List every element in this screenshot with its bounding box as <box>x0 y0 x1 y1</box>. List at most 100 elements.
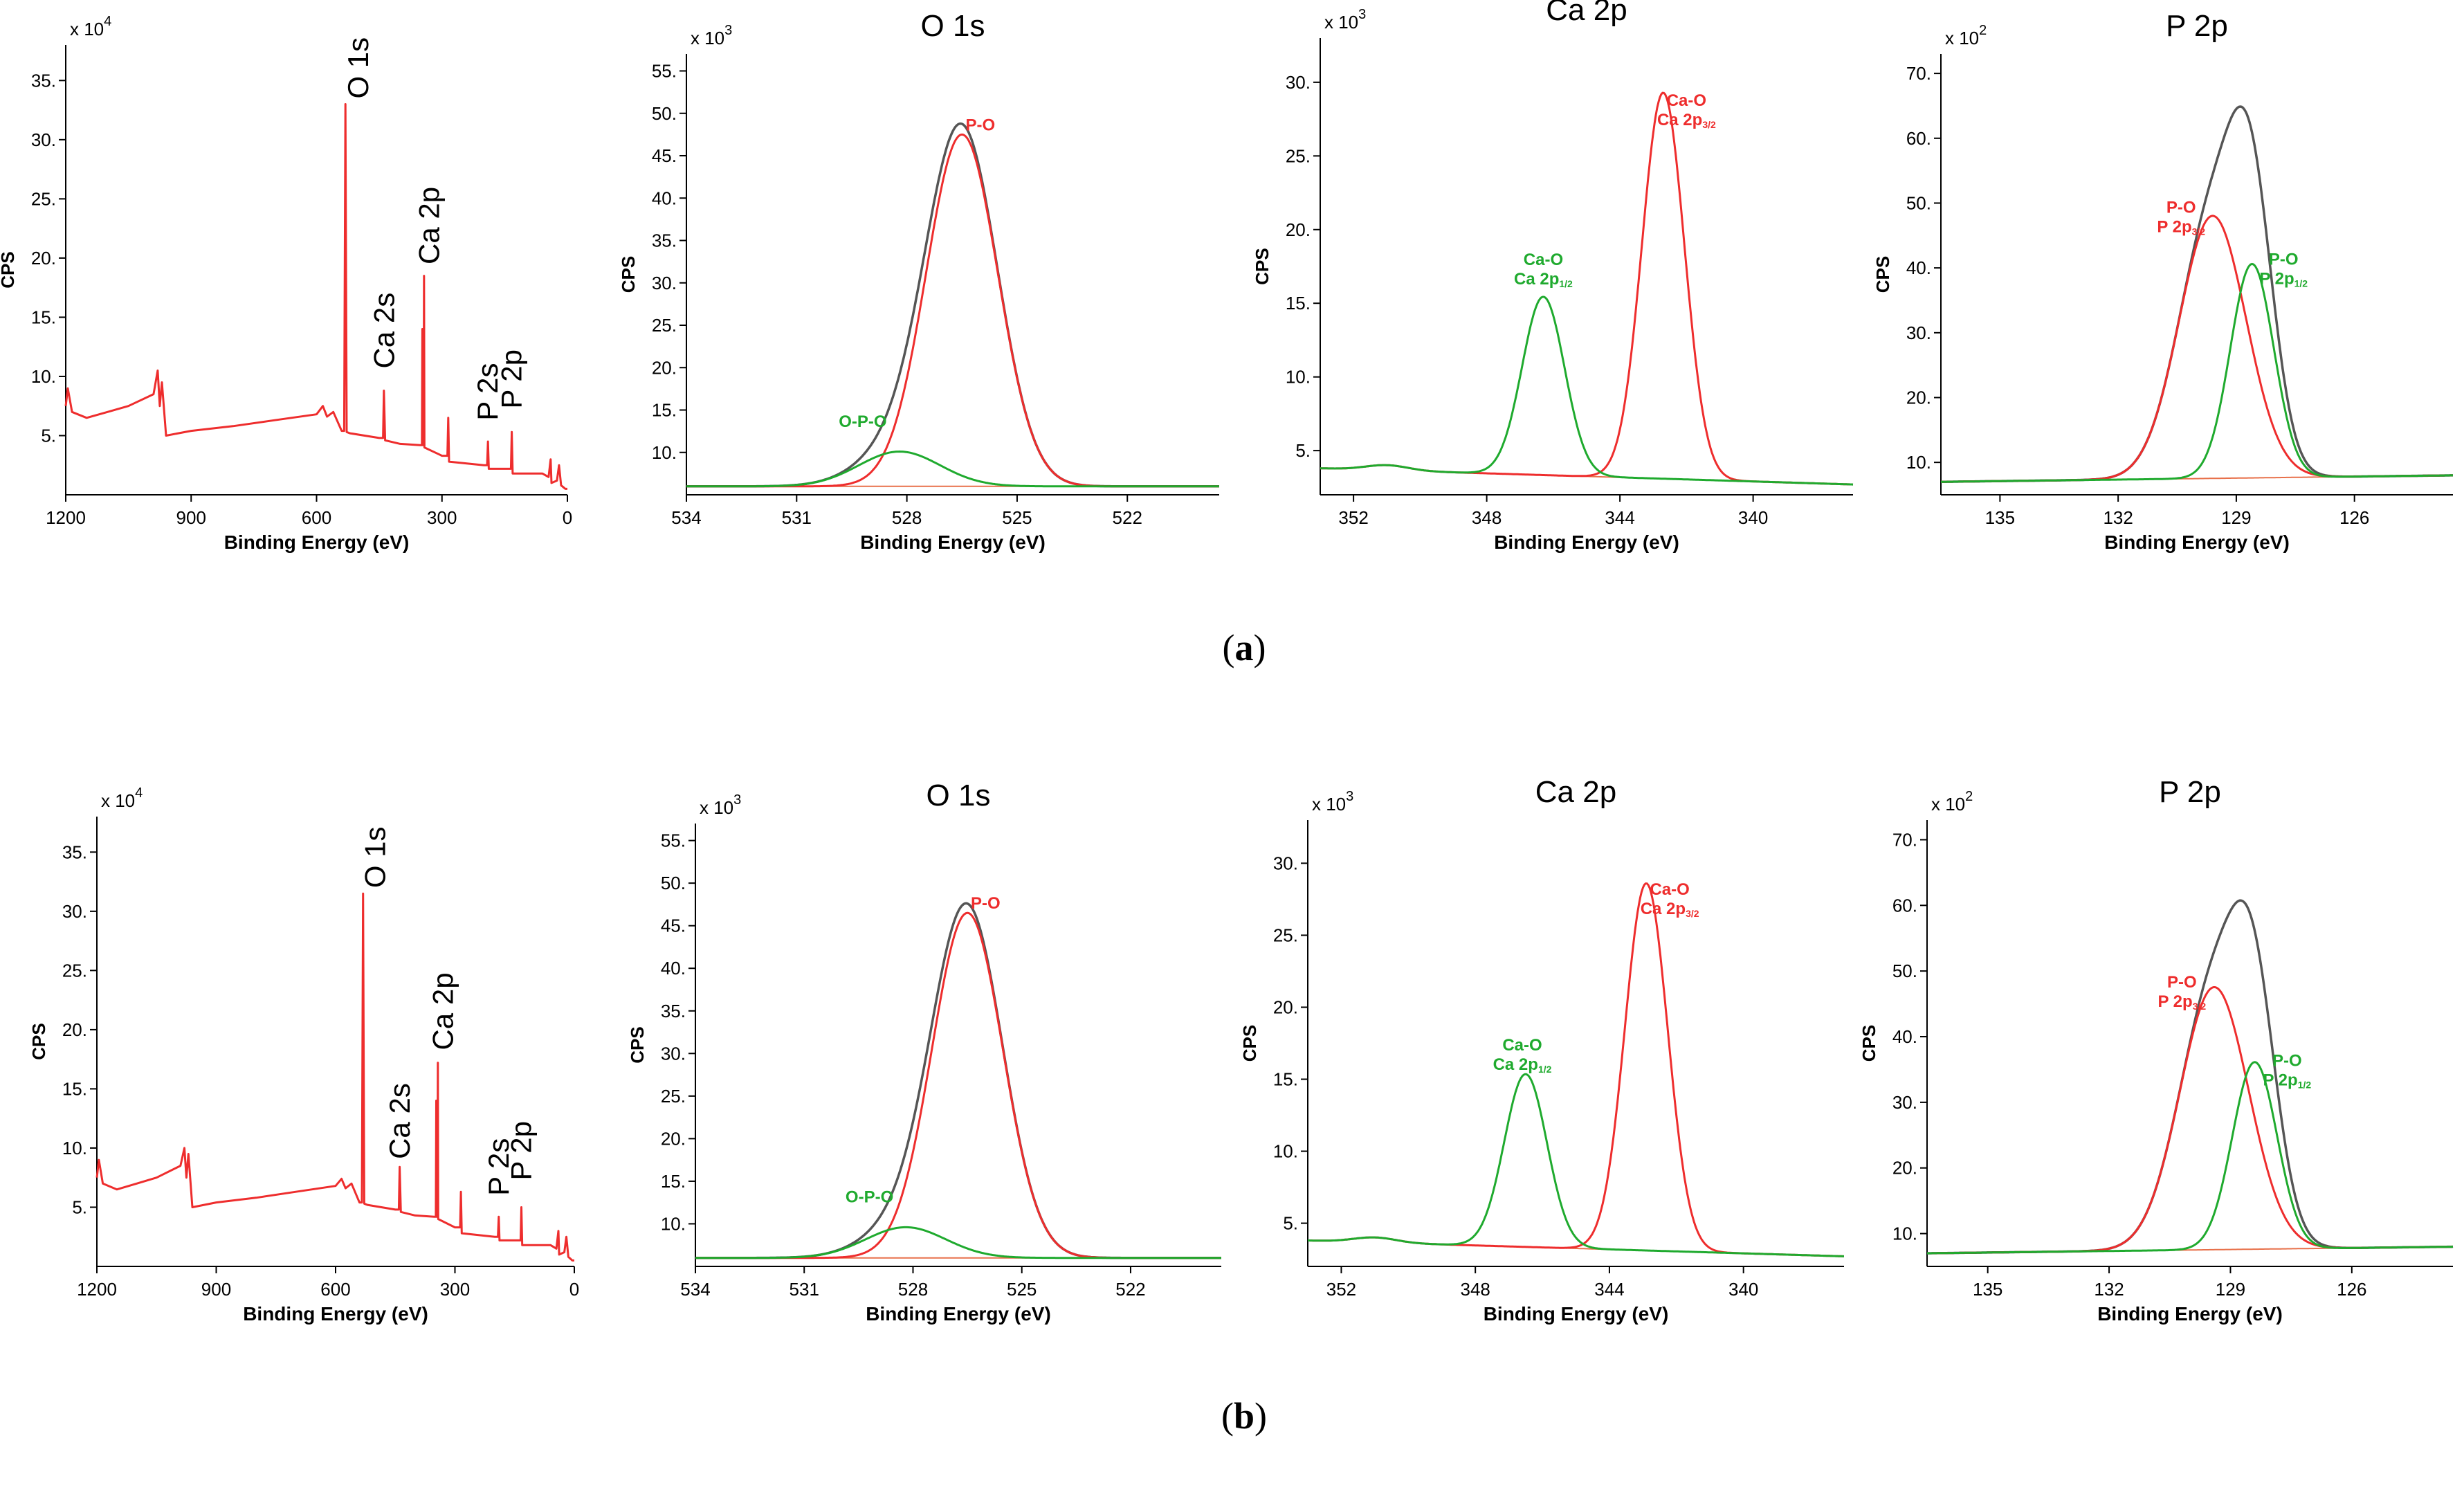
peak-sublabel: P 2p3/2 <box>2157 218 2205 237</box>
peak-label: P-O <box>2269 250 2299 269</box>
envelope-line <box>1940 105 2453 484</box>
peak-sublabel: P 2p1/2 <box>2259 269 2308 289</box>
y-tick-label: 25. <box>1286 145 1311 166</box>
x-tick-label: 528 <box>898 1279 928 1300</box>
x-tick-label: 132 <box>2103 507 2133 528</box>
y-tick-label: 5. <box>1295 440 1311 461</box>
y-tick-label: 50. <box>1892 961 1917 981</box>
chart-panel-b-2: 10. 15. 20. 25. 30. 35. 40. 45. 50. 55. 534 531 528 5… <box>627 779 1221 1325</box>
x-tick-label: 352 <box>1326 1279 1356 1300</box>
peak-label: O-P-O <box>846 1188 893 1207</box>
y-tick-label: 55. <box>661 830 686 851</box>
x-tick-label: 1200 <box>77 1279 117 1300</box>
y-tick-label: 10. <box>1892 1223 1917 1244</box>
peak-annotation: Ca 2p <box>426 972 459 1050</box>
y-tick-label: 20. <box>31 248 56 269</box>
y-tick-label: 35. <box>652 230 677 251</box>
fit-peak-line <box>1927 986 2454 1255</box>
x-tick-label: 900 <box>201 1279 231 1300</box>
y-axis-label: CPS <box>618 256 639 293</box>
peak-sublabel: Ca 2p1/2 <box>1493 1055 1552 1075</box>
y-tick-label: 35. <box>62 842 87 862</box>
peak-annotation: Ca 2s <box>367 293 400 369</box>
y-tick-label: 15. <box>1273 1069 1298 1090</box>
y-tick-label: 50. <box>652 103 677 124</box>
y-tick-label: 10. <box>1906 452 1931 473</box>
x-tick-label: 900 <box>176 507 206 528</box>
chart-panel-a-4: 10. 20. 30. 40. 50. 60. 70. 135 132 129 126 Binding… <box>1872 9 2453 553</box>
y-tick-label: 30. <box>1286 72 1311 93</box>
y-axis-label: CPS <box>627 1026 648 1063</box>
y-tick-label: 20. <box>1906 387 1931 408</box>
x-tick-label: 348 <box>1460 1279 1490 1300</box>
chart-title: Ca 2p <box>1546 0 1627 27</box>
peak-annotation: O 1s <box>342 37 374 99</box>
fit-peak-line <box>686 450 1219 488</box>
y-tick-label: 20. <box>1286 219 1311 240</box>
y-tick-label: 20. <box>652 357 677 378</box>
y-tick-label: 30. <box>1273 853 1298 873</box>
x-tick-label: 534 <box>680 1279 710 1300</box>
caption-a: (a) <box>1222 627 1266 668</box>
fit-peak-line <box>1308 1073 1844 1257</box>
y-tick-label: 45. <box>661 916 686 936</box>
chart-title: P 2p <box>2166 9 2228 43</box>
y-axis-label: CPS <box>1252 248 1272 284</box>
y-tick-label: 25. <box>62 960 87 981</box>
survey-spectrum-line <box>95 892 574 1262</box>
peak-label: P-O <box>965 116 995 134</box>
x-axis-label: Binding Energy (eV) <box>860 531 1046 553</box>
x-tick-label: 352 <box>1338 507 1368 528</box>
caption-b: (b) <box>1221 1395 1267 1437</box>
x-tick-label: 126 <box>2337 1279 2366 1300</box>
survey-spectrum-line <box>64 103 567 490</box>
peak-label: Ca-O <box>1502 1036 1542 1055</box>
y-axis-label: CPS <box>1872 256 1893 293</box>
x-tick-label: 600 <box>320 1279 350 1300</box>
y-tick-label: 70. <box>1892 829 1917 850</box>
chart-title: O 1s <box>927 779 991 812</box>
y-tick-label: 70. <box>1906 63 1931 84</box>
peak-annotation: P 2p <box>505 1121 538 1181</box>
x-tick-label: 132 <box>2094 1279 2124 1300</box>
y-tick-label: 60. <box>1892 895 1917 916</box>
peak-annotation: O 1s <box>359 826 392 888</box>
y-axis-label: CPS <box>1239 1025 1260 1062</box>
x-axis-label: Binding Energy (eV) <box>1494 531 1679 553</box>
y-tick-label: 15. <box>62 1078 87 1099</box>
envelope-line <box>695 902 1221 1259</box>
peak-label: P-O <box>2166 199 2196 217</box>
y-tick-label: 30. <box>652 273 677 293</box>
y-tick-label: 30. <box>31 129 56 150</box>
y-tick-label: 20. <box>1892 1158 1917 1179</box>
chart-title: Ca 2p <box>1535 775 1616 809</box>
y-tick-label: 30. <box>1906 322 1931 343</box>
x-tick-label: 531 <box>790 1279 819 1300</box>
chart-panel-a-3: 5. 10. 15. 20. 25. 30. 352 348 344 340 Binding Ene… <box>1252 0 1854 553</box>
x-tick-label: 340 <box>1728 1279 1758 1300</box>
y-tick-label: 15. <box>661 1171 686 1192</box>
peak-label: P-O <box>2272 1052 2302 1071</box>
chart-panel-b-1: 5. 10. 15. 20. 25. 30. 35. 1200 900 600 300 0 Bindin… <box>28 785 579 1325</box>
fit-peak-line <box>1940 262 2453 483</box>
fit-peak-line <box>686 133 1219 488</box>
axis-exponent: x 104 <box>101 785 143 811</box>
x-tick-label: 300 <box>440 1279 470 1300</box>
fit-peak-line <box>1308 882 1844 1257</box>
x-tick-label: 129 <box>2216 1279 2245 1300</box>
peak-annotation: P 2s <box>482 1138 515 1196</box>
y-tick-label: 10. <box>31 366 56 387</box>
x-tick-label: 0 <box>563 507 572 528</box>
y-tick-label: 25. <box>652 315 677 336</box>
y-tick-label: 10. <box>1286 367 1311 388</box>
x-tick-label: 300 <box>427 507 457 528</box>
y-tick-label: 40. <box>1906 257 1931 278</box>
peak-sublabel: Ca 2p3/2 <box>1657 111 1716 130</box>
x-tick-label: 528 <box>892 507 922 528</box>
y-tick-label: 15. <box>1286 293 1311 313</box>
y-tick-label: 35. <box>661 1001 686 1021</box>
y-tick-label: 45. <box>652 145 677 166</box>
x-axis-label: Binding Energy (eV) <box>866 1303 1051 1325</box>
y-tick-label: 30. <box>661 1043 686 1064</box>
